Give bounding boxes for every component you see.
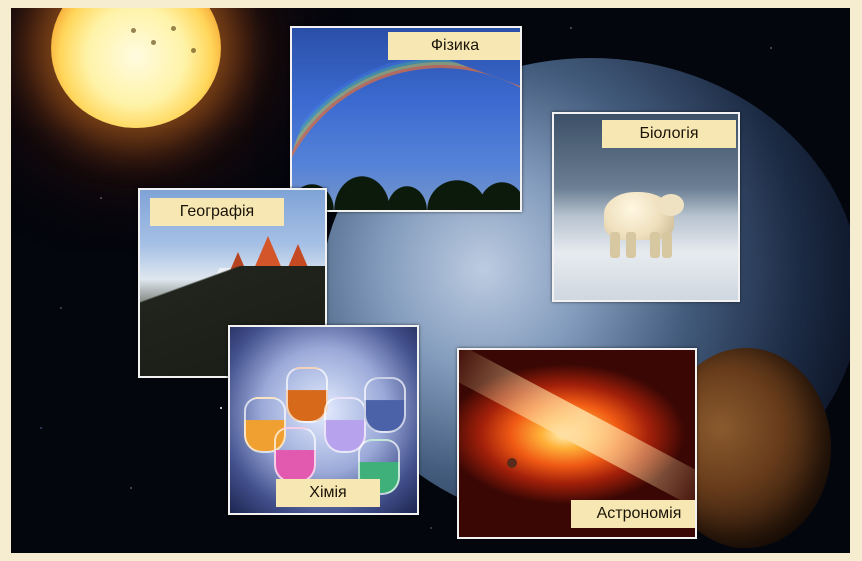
flask-orange bbox=[244, 397, 286, 453]
sun-spot bbox=[191, 48, 196, 53]
flask-amber bbox=[286, 367, 328, 423]
sun-spot bbox=[131, 28, 136, 33]
sun-spot bbox=[171, 26, 176, 31]
polar-bear-leg bbox=[610, 232, 620, 258]
flask-blue bbox=[364, 377, 406, 433]
physics-label: Фізика bbox=[388, 32, 520, 60]
explosion-streak bbox=[459, 350, 695, 513]
biology-label: Біологія bbox=[602, 120, 736, 148]
polar-bear-head bbox=[658, 194, 684, 216]
polar-bear-leg bbox=[626, 232, 636, 258]
flask-violet bbox=[324, 397, 366, 453]
sun-spot bbox=[151, 40, 156, 45]
astronomy-label: Астрономія bbox=[571, 500, 695, 528]
trees-silhouette bbox=[292, 166, 520, 210]
flask-pink bbox=[274, 427, 316, 483]
chemistry-card: Хімія bbox=[228, 325, 419, 515]
geography-label: Географія bbox=[150, 198, 284, 226]
moon-silhouette bbox=[507, 458, 517, 468]
polar-bear-leg bbox=[650, 232, 660, 258]
physics-card: Фізика bbox=[290, 26, 522, 212]
biology-card: Біологія bbox=[552, 112, 740, 302]
astronomy-card: Астрономія bbox=[457, 348, 697, 539]
chemistry-label: Хімія bbox=[276, 479, 380, 507]
polar-bear-leg bbox=[662, 232, 672, 258]
